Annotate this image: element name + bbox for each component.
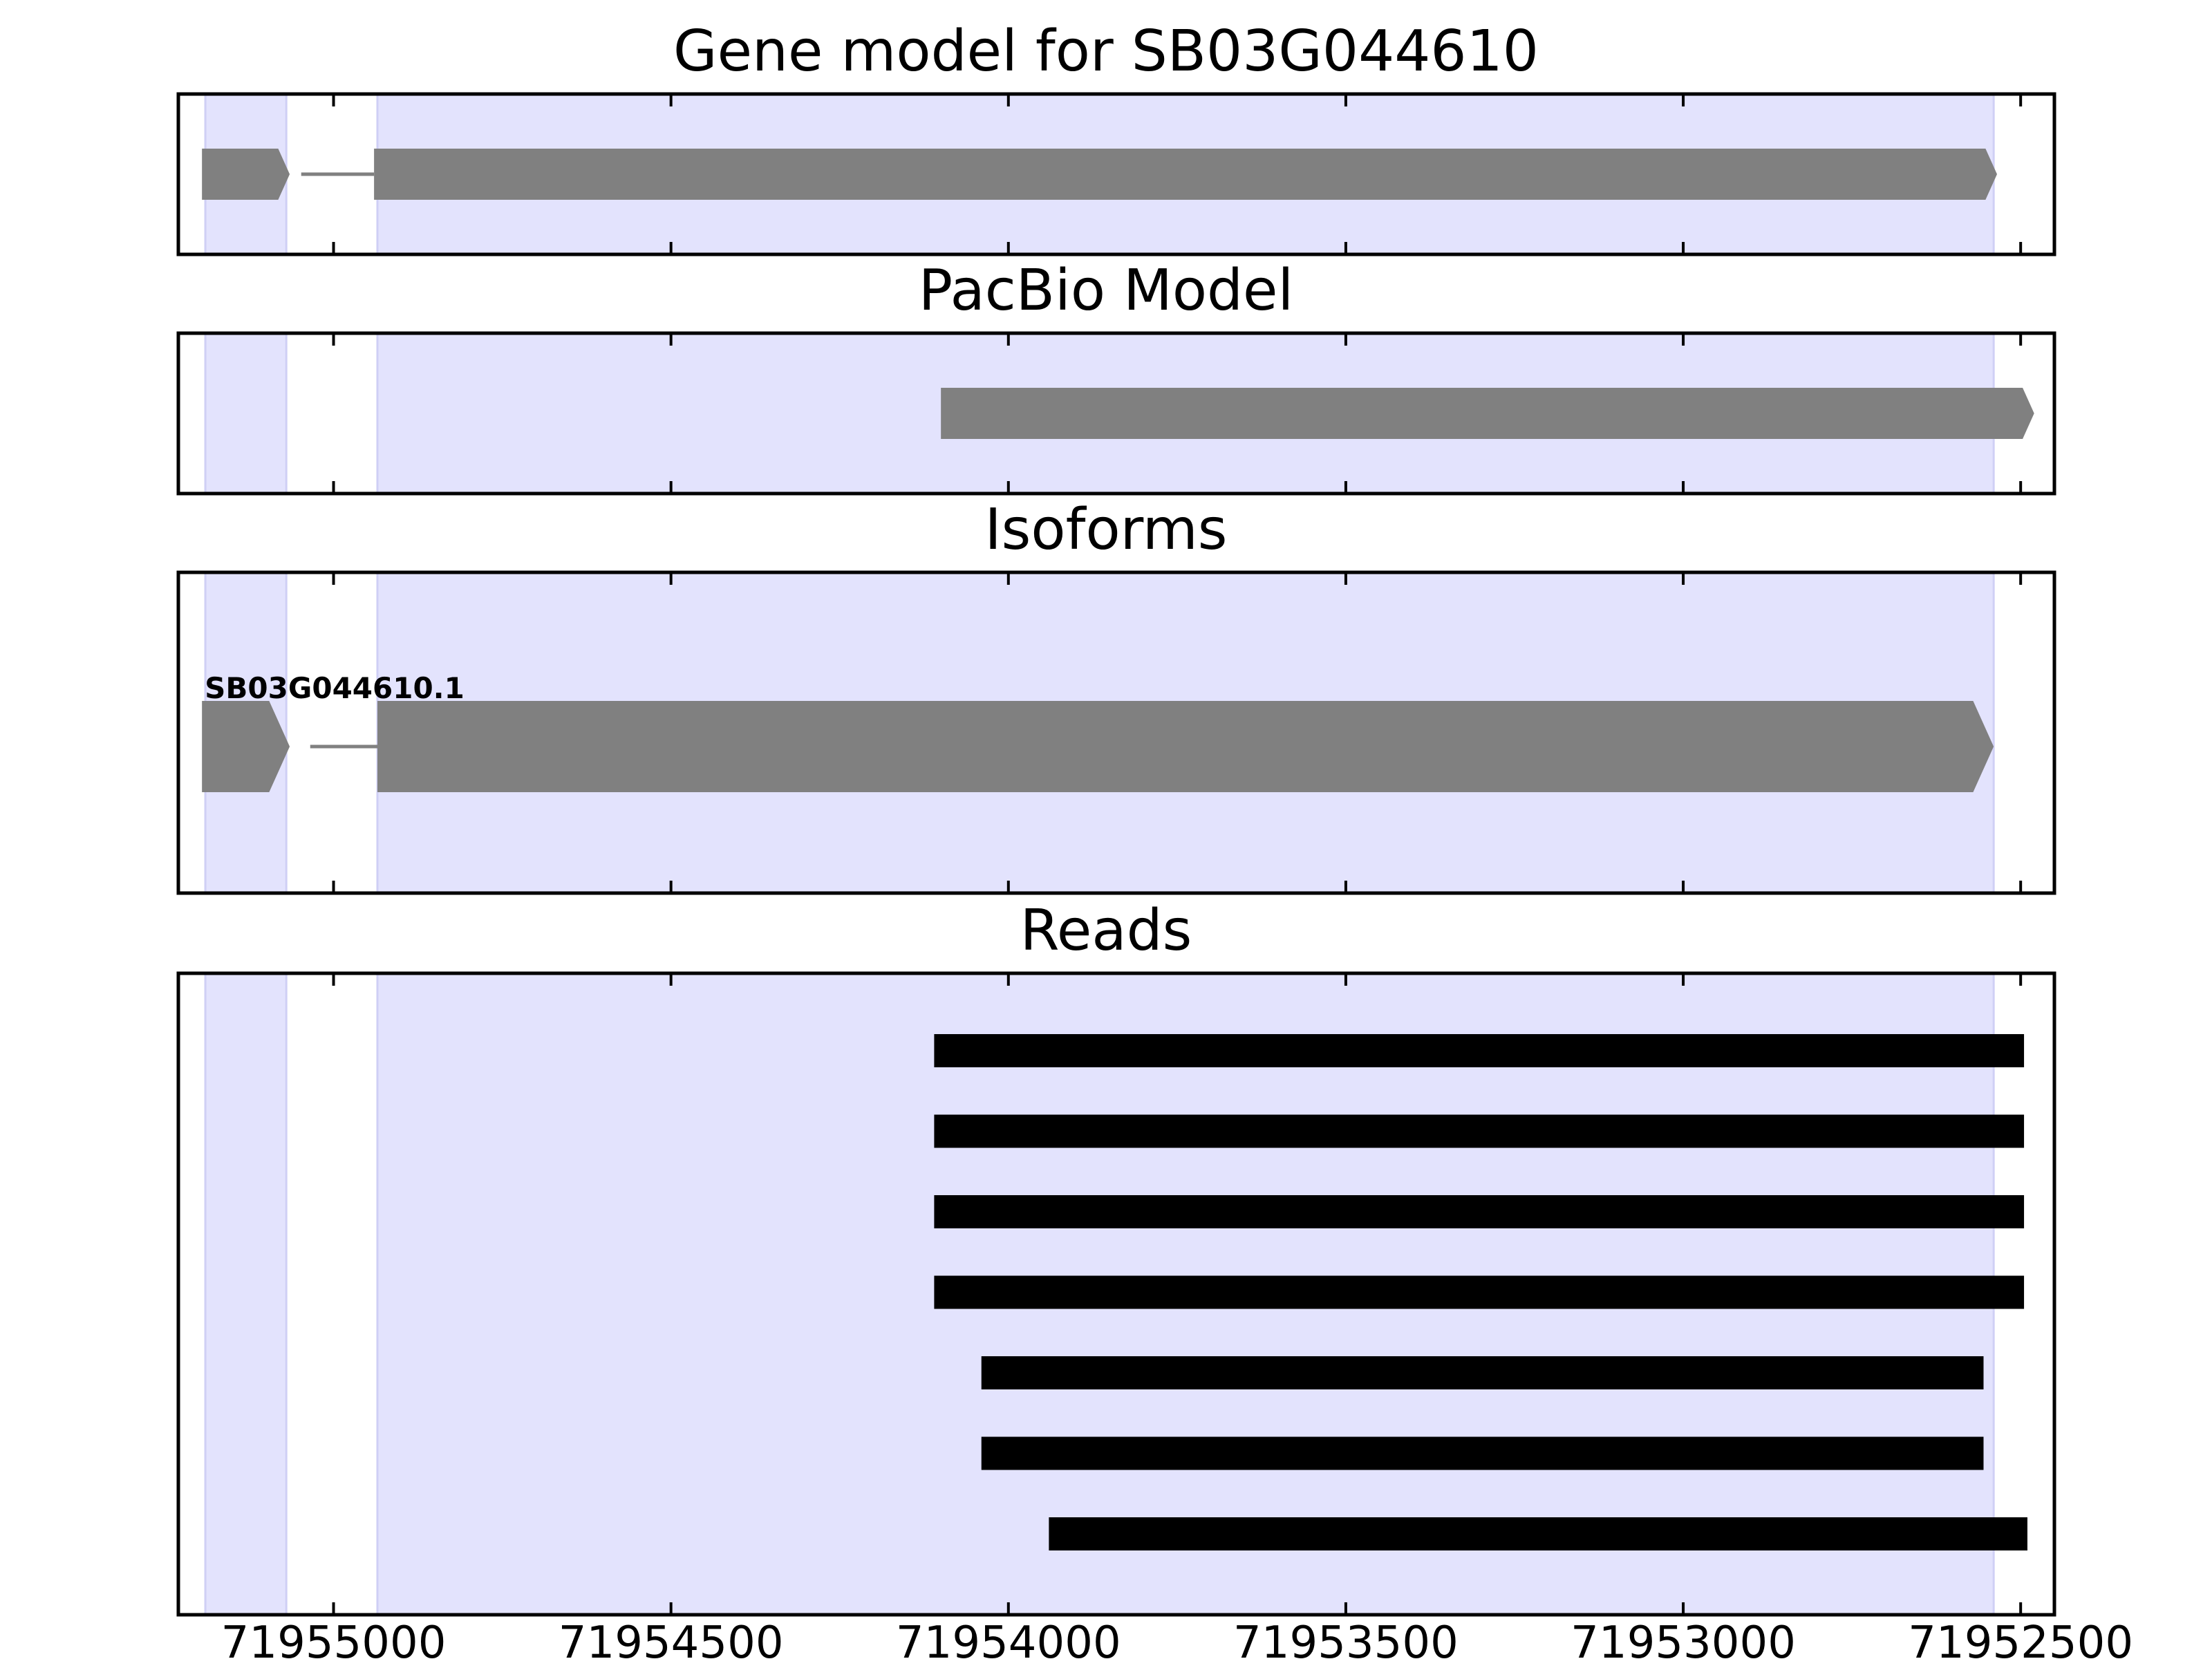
read-1: [934, 1114, 2025, 1148]
x-tick-label-5: 71952500: [1908, 1618, 2133, 1659]
isoforms-exon-1: [377, 701, 1994, 792]
read-5: [981, 1436, 1984, 1470]
isoforms-title: Isoforms: [985, 497, 1228, 563]
pacbio-model-frame: [176, 331, 2056, 496]
pacbio-model-title: PacBio Model: [919, 258, 1294, 324]
pacbio-model-ticks: [332, 333, 2023, 494]
reads-ticks: [332, 973, 2023, 1615]
read-2: [934, 1195, 2025, 1228]
isoforms-frame: [176, 570, 2056, 895]
read-3: [934, 1275, 2025, 1309]
pacbio-model-panel: PacBio Model: [176, 258, 2056, 496]
reads-frame: [176, 971, 2056, 1617]
read-0: [934, 1034, 2025, 1067]
isoforms-ticks: [332, 572, 2023, 893]
reads-title: Reads: [1020, 898, 1192, 964]
reads-highlight-0: [204, 972, 288, 1616]
reads-features: [934, 1034, 2027, 1550]
reads-panel: Reads 71955000 71954500 71954000 71953500 71…: [176, 898, 2133, 1659]
isoforms-exon-0: [202, 701, 290, 792]
pacbio-model-highlight-0: [204, 332, 288, 495]
x-tick-label-0: 71955000: [221, 1618, 447, 1659]
x-tick-label-2: 71954000: [896, 1618, 1121, 1659]
x-tick-label-4: 71953000: [1571, 1618, 1796, 1659]
pacbio-model-features: [941, 388, 2034, 439]
gene-model-title: Gene model for SB03G044610: [673, 19, 1539, 84]
gene-model-frame: [176, 92, 2056, 256]
gene-model-panel: Gene model for SB03G044610: [176, 19, 2056, 256]
gene-model-exon-1: [374, 149, 1998, 200]
gene-model-features: [202, 149, 1998, 200]
read-4: [981, 1356, 1984, 1389]
isoforms-features: SB03G044610.1: [202, 671, 1994, 792]
x-axis-tick-labels: 71955000 71954500 71954000 71953500 71953000…: [221, 1618, 2133, 1659]
x-tick-label-1: 71954500: [559, 1618, 784, 1659]
gene-model-exon-0: [202, 149, 290, 200]
pacbio-model-exon-0: [941, 388, 2034, 439]
x-tick-label-3: 71953500: [1233, 1618, 1459, 1659]
gene-model-ticks: [332, 94, 2023, 254]
isoforms-panel: Isoforms SB03G044610.1: [176, 497, 2056, 895]
isoform-label: SB03G044610.1: [205, 671, 465, 705]
read-6: [1049, 1517, 2027, 1550]
